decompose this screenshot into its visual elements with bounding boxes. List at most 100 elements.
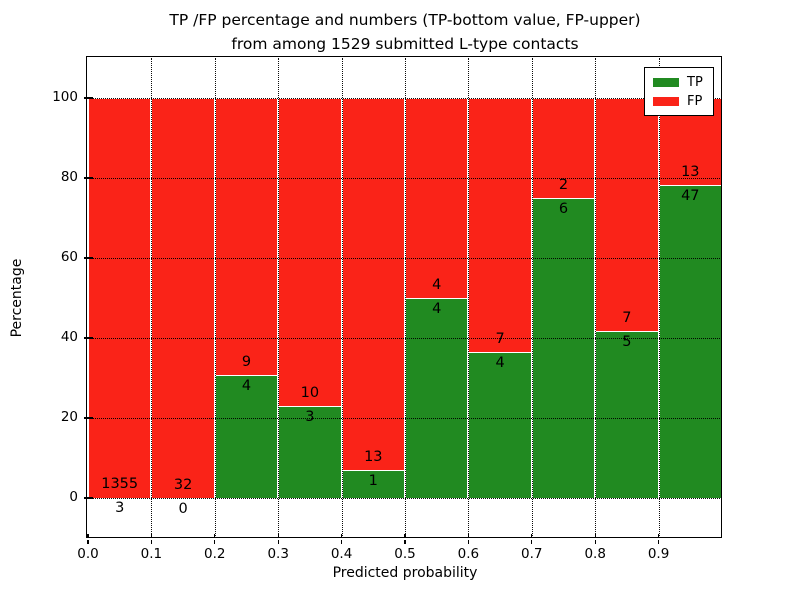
bar-segment-fp bbox=[341, 98, 405, 470]
x-tick bbox=[467, 539, 470, 545]
legend-item-tp: TP bbox=[653, 73, 713, 92]
bar-segment-tp bbox=[278, 405, 342, 498]
chart-title-line1: TP /FP percentage and numbers (TP-bottom… bbox=[169, 11, 641, 29]
x-tick bbox=[531, 533, 533, 538]
bar-segment-tp bbox=[468, 352, 532, 498]
tp-count-label: 6 bbox=[558, 201, 569, 217]
x-tick bbox=[150, 533, 153, 538]
v-gridline bbox=[595, 58, 597, 538]
bar-segment-tp bbox=[405, 298, 469, 498]
fp-count-label: 32 bbox=[173, 477, 193, 493]
y-tick bbox=[88, 497, 93, 499]
fp-count-label: 4 bbox=[432, 277, 442, 293]
bar-segment-tp bbox=[214, 374, 279, 498]
v-gridline bbox=[658, 58, 660, 538]
v-gridline bbox=[151, 58, 153, 538]
x-tick-label: 0.9 bbox=[647, 546, 670, 562]
x-tick-label: 0.3 bbox=[267, 546, 289, 562]
x-tick bbox=[277, 539, 279, 545]
x-tick bbox=[214, 533, 216, 538]
y-tick-label: 40 bbox=[60, 329, 78, 345]
x-tick bbox=[467, 533, 470, 538]
fp-count-label: 10 bbox=[300, 384, 320, 401]
bar-segment-fp bbox=[214, 98, 279, 375]
bar-segment-fp bbox=[405, 98, 469, 298]
tp-count-label: 4 bbox=[495, 355, 505, 372]
tp-count-label: 3 bbox=[305, 408, 315, 425]
bar-segment-tp bbox=[341, 469, 405, 498]
v-gridline bbox=[468, 58, 470, 538]
x-tick-label: 0.4 bbox=[330, 546, 353, 562]
y-tick bbox=[83, 257, 88, 259]
y-tick bbox=[88, 97, 93, 99]
x-tick-label: 0.5 bbox=[394, 546, 416, 562]
bar-segment-tp bbox=[658, 184, 722, 498]
fp-count-label: 13 bbox=[681, 163, 700, 180]
bar-segment-fp bbox=[278, 98, 342, 406]
x-tick bbox=[87, 539, 89, 545]
x-axis-label: Predicted probability bbox=[332, 565, 478, 581]
tp-count-label: 0 bbox=[178, 501, 188, 517]
fp-swatch-icon bbox=[653, 97, 679, 106]
x-tick bbox=[277, 533, 279, 538]
legend-label-tp: TP bbox=[687, 75, 703, 90]
y-tick-label: 80 bbox=[60, 169, 78, 185]
legend-label-fp: FP bbox=[687, 94, 703, 109]
y-tick-label: 60 bbox=[60, 249, 78, 265]
bar-segment-fp bbox=[151, 98, 215, 498]
tp-count-label: 5 bbox=[622, 334, 632, 351]
bar-segment-fp bbox=[595, 98, 659, 332]
tp-count-label: 1 bbox=[368, 472, 378, 489]
v-gridline bbox=[341, 58, 343, 538]
x-tick-label: 0.2 bbox=[204, 546, 226, 562]
x-tick bbox=[214, 539, 216, 545]
fp-count-label: 13 bbox=[364, 448, 383, 465]
v-gridline bbox=[278, 58, 280, 538]
y-tick bbox=[83, 337, 88, 339]
x-tick-label: 0.1 bbox=[140, 546, 163, 562]
x-tick bbox=[594, 533, 596, 538]
x-tick bbox=[87, 533, 89, 538]
fp-count-label: 7 bbox=[495, 331, 505, 348]
x-tick-label: 0.6 bbox=[457, 546, 480, 562]
plot-area: 1355 3 32 0 9 4 10 3 13 1 4 4 7 4 2 6 7 5 13 47 bbox=[86, 56, 723, 539]
x-tick-label: 0.7 bbox=[521, 546, 543, 562]
v-gridline bbox=[214, 58, 216, 538]
v-gridline bbox=[405, 58, 406, 538]
x-tick bbox=[150, 539, 153, 545]
chart-title: TP /FP percentage and numbers (TP-bottom… bbox=[88, 8, 722, 56]
tp-count-label: 4 bbox=[432, 301, 442, 317]
y-tick bbox=[88, 177, 93, 179]
x-tick bbox=[657, 533, 660, 538]
bar-segment-fp bbox=[531, 98, 596, 198]
tp-count-label: 4 bbox=[241, 377, 252, 394]
x-tick bbox=[404, 539, 406, 545]
y-tick bbox=[83, 417, 88, 419]
x-tick bbox=[340, 533, 343, 538]
fp-count-label: 1355 bbox=[101, 476, 139, 493]
bar-segment-fp bbox=[468, 98, 532, 353]
y-axis-label: Percentage bbox=[9, 258, 25, 338]
y-tick bbox=[88, 417, 93, 419]
y-tick bbox=[88, 337, 93, 339]
fp-count-label: 7 bbox=[622, 310, 632, 327]
x-tick bbox=[657, 539, 660, 545]
x-tick bbox=[531, 539, 533, 545]
y-tick bbox=[83, 177, 88, 179]
fp-count-label: 2 bbox=[558, 177, 569, 193]
y-tick-label: 100 bbox=[52, 89, 78, 105]
x-tick bbox=[340, 539, 343, 545]
y-tick-label: 20 bbox=[60, 409, 78, 425]
x-tick bbox=[404, 533, 406, 538]
tp-count-label: 3 bbox=[115, 500, 125, 517]
fp-count-label: 9 bbox=[241, 353, 252, 370]
x-tick-label: 0.8 bbox=[584, 546, 606, 562]
x-tick bbox=[594, 539, 596, 545]
y-tick bbox=[83, 97, 88, 99]
x-tick-label: 0.0 bbox=[77, 546, 99, 562]
bar-segment-fp bbox=[88, 98, 152, 498]
chart-title-line2: from among 1529 submitted L-type contact… bbox=[231, 35, 579, 54]
y-tick-label: 0 bbox=[69, 489, 78, 505]
bar-segment-tp bbox=[531, 198, 596, 498]
tp-count-label: 47 bbox=[681, 187, 700, 204]
